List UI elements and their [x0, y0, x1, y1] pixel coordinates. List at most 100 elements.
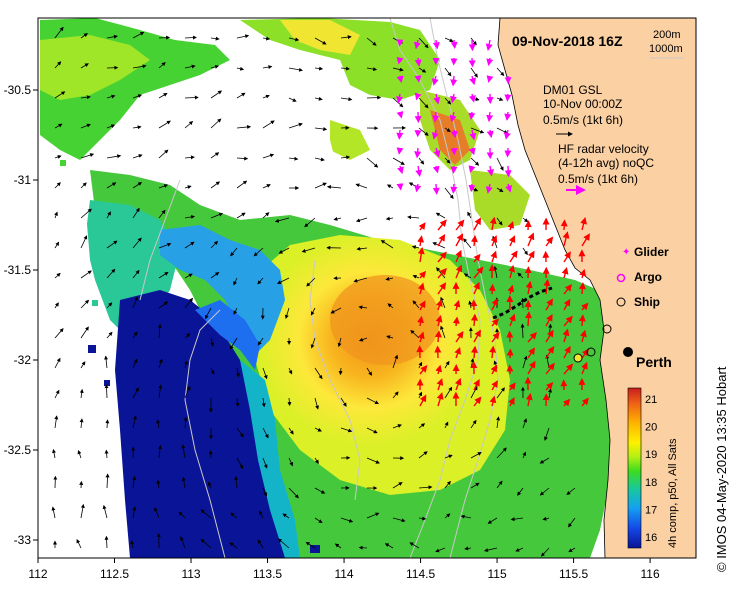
model-velocity-arrow — [258, 510, 264, 519]
model-velocity-arrow — [470, 419, 477, 429]
legend-argo-label: Argo — [634, 270, 662, 284]
model-velocity-arrow — [104, 355, 109, 369]
model-velocity-arrow — [366, 37, 377, 46]
radar-velocity-arrow — [485, 39, 493, 51]
model-velocity-arrow — [106, 124, 116, 129]
lat-tick-label: -31.5 — [4, 263, 32, 277]
model-velocity-arrow — [132, 506, 137, 519]
model-velocity-arrow — [409, 542, 420, 549]
model-velocity-arrow — [288, 457, 293, 467]
radar-velocity-arrow — [545, 362, 555, 375]
model-velocity-arrow — [288, 97, 297, 102]
model-velocity-arrow — [210, 90, 223, 99]
radar-velocity-arrow — [486, 111, 494, 123]
model-velocity-arrow — [261, 397, 266, 408]
model-velocity-arrow — [305, 541, 316, 549]
model-velocity-arrow — [80, 63, 89, 69]
radar-velocity-arrow — [580, 217, 587, 231]
model-velocity-arrow — [385, 276, 394, 281]
model-velocity-arrow — [106, 268, 116, 279]
radar-velocity-arrow — [396, 183, 404, 191]
model-velocity-arrow — [234, 476, 239, 489]
radar-velocity-arrow — [507, 221, 515, 231]
radar-velocity-arrow — [455, 249, 462, 263]
model-velocity-arrow — [418, 423, 426, 429]
radar-velocity-arrow — [468, 57, 476, 68]
legend-glider-label: Glider — [634, 245, 669, 259]
model-velocity-arrow — [314, 487, 326, 494]
model-velocity-arrow — [262, 212, 270, 219]
model-velocity-arrow — [380, 240, 394, 249]
model-velocity-arrows — [51, 26, 576, 557]
model-velocity-arrow — [210, 118, 222, 129]
radar-velocity-arrow — [524, 220, 532, 231]
model-velocity-arrow — [314, 457, 319, 464]
radar-velocity-arrow — [469, 93, 476, 103]
radar-velocity-arrow — [437, 251, 447, 263]
map-title: 09-Nov-2018 16Z — [512, 33, 623, 49]
model-velocity-arrow — [158, 242, 172, 249]
radar-velocity-arrow — [508, 382, 516, 391]
model-velocity-arrow — [496, 157, 504, 171]
radar-velocity-arrow — [435, 315, 443, 327]
model-velocity-arrow — [184, 120, 194, 129]
radar-velocity-arrow — [491, 318, 499, 327]
radar-velocity-arrow — [396, 129, 404, 140]
model-velocity-arrow — [132, 237, 142, 249]
model-velocity-arrow — [106, 182, 117, 189]
colorbar-ticks: 21 20 19 18 17 16 — [645, 394, 657, 544]
ship-track — [492, 286, 553, 320]
radar-velocity-arrow — [487, 165, 495, 177]
model-velocity-arrow — [340, 517, 354, 523]
model-velocity-arrow — [487, 517, 498, 524]
lon-tick-label: 112.5 — [100, 567, 129, 581]
model-velocity-arrow — [566, 487, 576, 496]
model-velocity-arrow — [236, 457, 244, 470]
model-velocity-arrow — [366, 427, 378, 434]
radar-velocity-arrow — [563, 398, 571, 407]
radar-velocity-arrow — [563, 298, 571, 311]
model-velocity-arrow — [522, 451, 527, 459]
radar-velocity-arrow — [455, 233, 464, 247]
radar-velocity-arrow — [468, 165, 476, 173]
hf-radar-velocity-arrows — [396, 39, 590, 407]
radar-velocity-arrow — [419, 365, 428, 375]
model-velocity-arrow — [522, 247, 528, 256]
model-velocity-arrow — [229, 337, 238, 350]
model-legend-line1: DM01 GSL — [543, 83, 603, 97]
model-velocity-arrow — [106, 240, 118, 249]
radar-velocity-arrow — [527, 332, 537, 343]
model-velocity-arrow — [517, 487, 524, 496]
model-velocity-arrow — [105, 419, 110, 429]
radar-velocity-arrow — [563, 345, 571, 359]
model-velocity-arrow — [80, 153, 95, 159]
model-velocity-arrow — [463, 273, 472, 279]
lon-tick-label: 113 — [181, 567, 200, 581]
radar-velocity-arrow — [508, 397, 515, 407]
model-velocity-arrow — [132, 207, 140, 219]
radar-velocity-arrow — [437, 282, 447, 295]
model-velocity-arrow — [287, 397, 292, 407]
lat-tick-label: -33 — [14, 533, 32, 547]
radar-velocity-arrow — [436, 378, 444, 391]
model-velocity-arrow — [542, 516, 550, 521]
radar-velocity-arrow — [432, 111, 440, 123]
radar-velocity-arrow — [432, 183, 440, 195]
model-velocity-arrow — [236, 66, 245, 71]
model-velocity-arrow — [470, 452, 482, 459]
model-velocity-arrow — [132, 154, 143, 159]
radar-velocity-arrow — [473, 217, 481, 231]
model-velocity-arrow — [104, 384, 109, 399]
radar-velocity-arrow — [545, 298, 553, 311]
model-velocity-arrow — [304, 217, 316, 228]
radar-velocity-arrow — [418, 270, 427, 279]
model-velocity-arrow — [80, 95, 91, 100]
model-legend-line2: 10-Nov 00:00Z — [543, 97, 622, 111]
radar-velocity-arrow — [486, 75, 494, 83]
model-velocity-arrow — [132, 32, 145, 39]
radar-velocity-arrow — [507, 284, 515, 295]
radar-velocity-arrow — [562, 328, 570, 343]
model-velocity-arrow — [314, 37, 327, 45]
radar-velocity-arrow — [468, 111, 476, 120]
model-velocity-arrow — [104, 535, 109, 549]
